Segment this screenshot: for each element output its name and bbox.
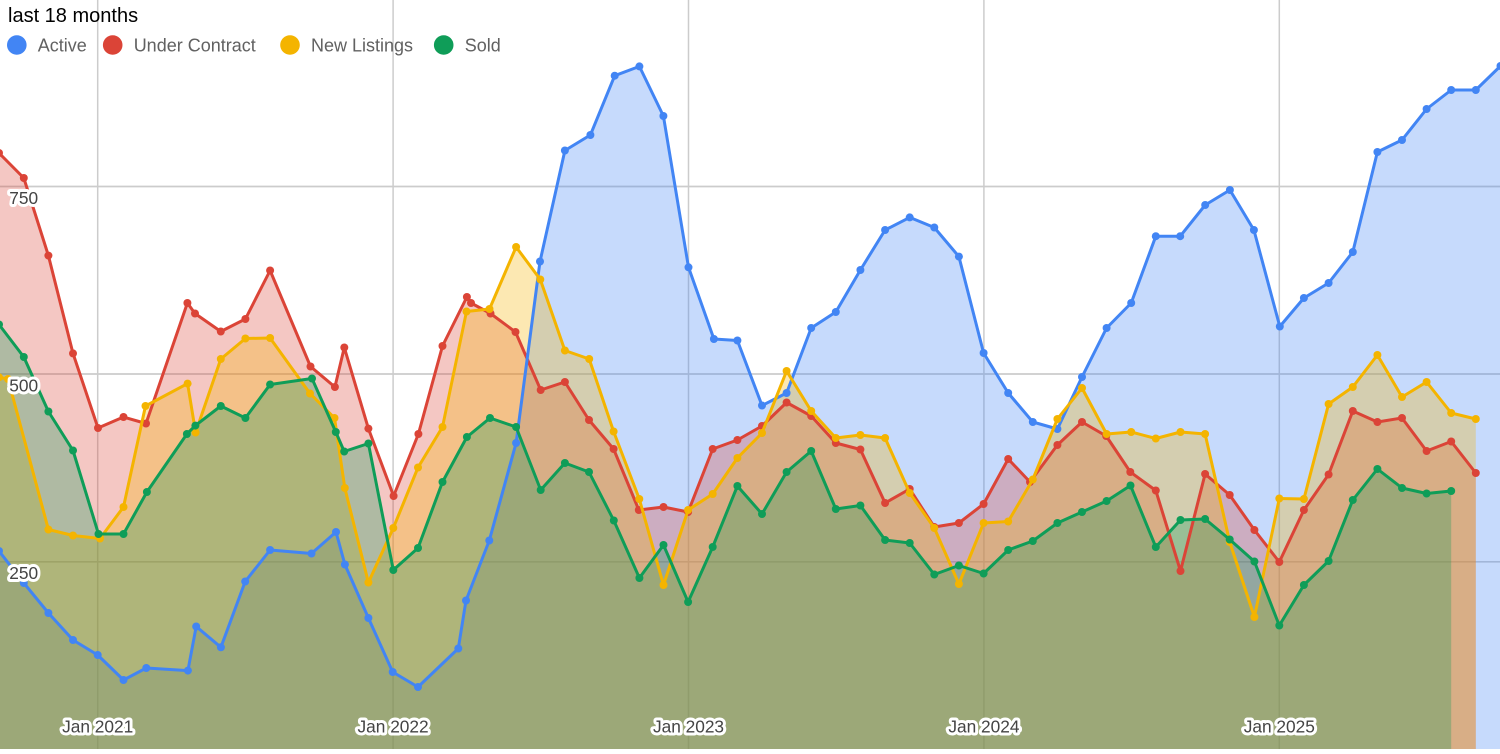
svg-text:500: 500 [9, 375, 38, 395]
svg-text:Under Contract: Under Contract [134, 36, 256, 56]
svg-text:Sold: Sold [465, 36, 501, 56]
svg-text:Jan 2025: Jan 2025 [1244, 717, 1315, 737]
svg-text:Jan 2023: Jan 2023 [653, 717, 724, 737]
svg-text:Jan 2021: Jan 2021 [62, 717, 133, 737]
svg-text:250: 250 [9, 563, 38, 583]
svg-text:Jan 2024: Jan 2024 [948, 717, 1019, 737]
svg-text:last 18 months: last 18 months [8, 5, 138, 27]
svg-text:New Listings: New Listings [311, 36, 413, 56]
svg-text:750: 750 [9, 188, 38, 208]
svg-text:Active: Active [38, 36, 87, 56]
svg-text:Jan 2022: Jan 2022 [358, 717, 429, 737]
